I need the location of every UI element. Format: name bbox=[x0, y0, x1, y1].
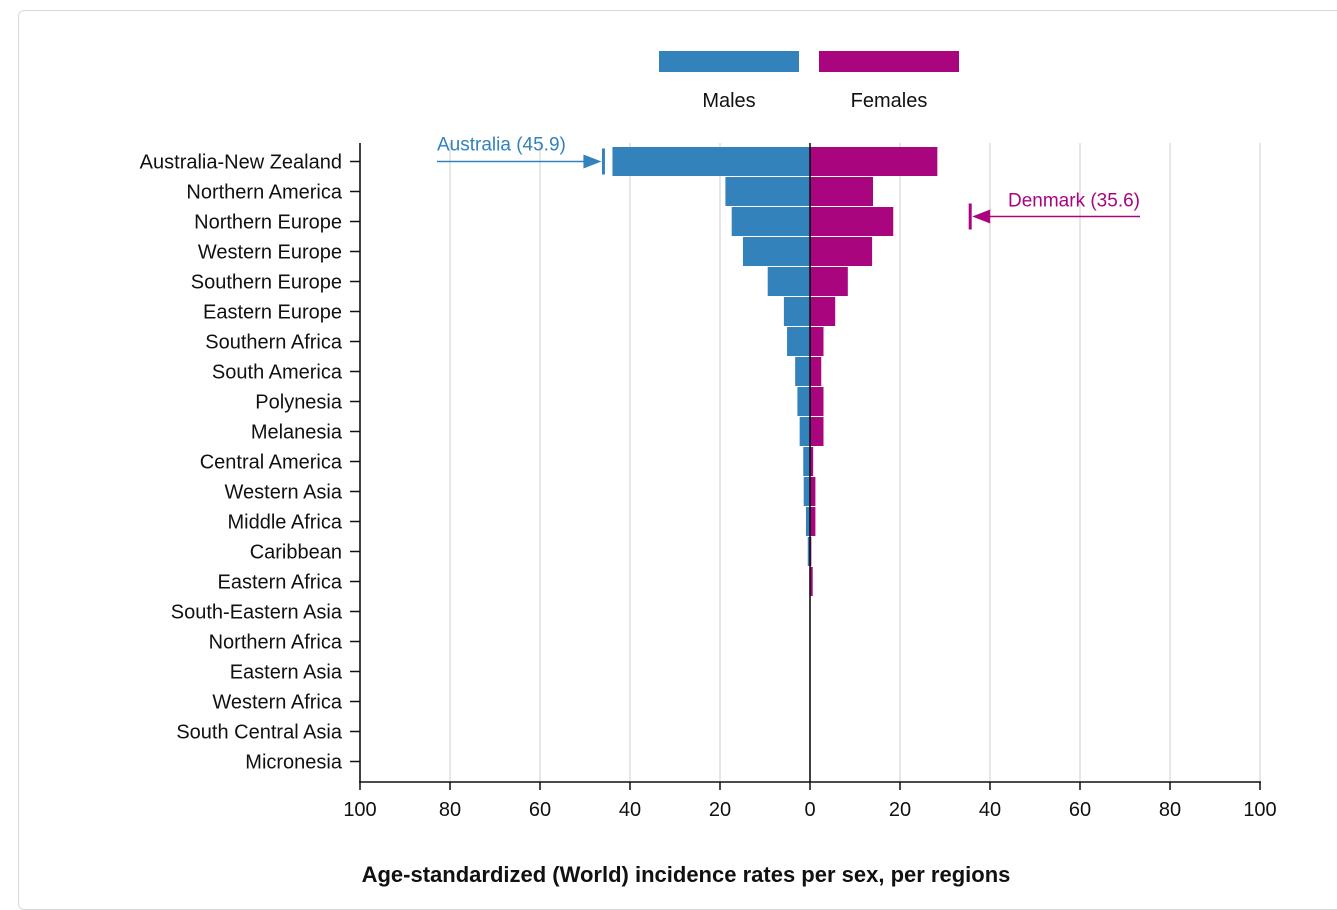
bar-males-south-america bbox=[795, 357, 810, 386]
bar-males-southern-africa bbox=[787, 327, 810, 356]
category-label-western-africa: Western Africa bbox=[212, 692, 343, 714]
bar-males-eastern-europe bbox=[783, 297, 810, 326]
category-label-northern-africa: Northern Africa bbox=[209, 632, 343, 654]
category-label-micronesia: Micronesia bbox=[245, 752, 343, 774]
bar-females-eastern-africa bbox=[810, 567, 813, 596]
x-tick-label-3: 40 bbox=[619, 799, 641, 821]
x-tick-label-0: 100 bbox=[343, 799, 376, 821]
category-label-western-europe: Western Europe bbox=[198, 242, 342, 264]
x-tick-label-9: 80 bbox=[1159, 799, 1181, 821]
y-tick-labels: Australia-New Zealand Northern America Nor… bbox=[140, 152, 343, 774]
annotation-denmark-arrowhead bbox=[972, 209, 991, 224]
bar-females-southern-africa bbox=[810, 327, 824, 356]
x-tick-labels: 100 80 60 40 20 0 20 40 60 80 100 bbox=[343, 799, 1276, 821]
category-label-northern-europe: Northern Europe bbox=[194, 212, 342, 234]
legend-label-females: Females bbox=[851, 90, 928, 112]
bar-males-middle-africa bbox=[805, 507, 810, 536]
bar-males-polynesia bbox=[797, 387, 810, 416]
category-label-eastern-europe: Eastern Europe bbox=[203, 302, 342, 324]
legend: Males Females bbox=[659, 51, 959, 112]
bar-females-eastern-europe bbox=[810, 297, 836, 326]
bar-males-northern-europe bbox=[731, 207, 810, 236]
category-label-southern-africa: Southern Africa bbox=[205, 332, 343, 354]
bar-females-northern-america bbox=[810, 177, 873, 206]
bar-males-caribbean bbox=[807, 537, 810, 566]
category-label-south-eastern-asia: South-Eastern Asia bbox=[171, 602, 343, 624]
x-tick-label-1: 80 bbox=[439, 799, 461, 821]
legend-label-males: Males bbox=[702, 90, 755, 112]
grid-lines bbox=[449, 143, 1261, 782]
bar-females-australia-new-zealand bbox=[810, 147, 938, 176]
category-label-southern-europe: Southern Europe bbox=[191, 272, 342, 294]
bar-females-polynesia bbox=[810, 387, 824, 416]
bar-males-central-america bbox=[803, 447, 810, 476]
category-label-eastern-asia: Eastern Asia bbox=[230, 662, 343, 684]
x-tick-label-6: 20 bbox=[889, 799, 911, 821]
category-label-western-asia: Western Asia bbox=[225, 482, 343, 504]
x-tick-label-2: 60 bbox=[529, 799, 551, 821]
category-label-south-central-asia: South Central Asia bbox=[176, 722, 343, 744]
bar-males-southern-europe bbox=[767, 267, 810, 296]
bar-males-western-asia bbox=[803, 477, 810, 506]
bar-males-western-europe bbox=[742, 237, 810, 266]
category-label-central-america: Central America bbox=[200, 452, 343, 474]
bar-females-western-europe bbox=[810, 237, 873, 266]
x-tick-label-10: 100 bbox=[1243, 799, 1276, 821]
bar-males-northern-america bbox=[725, 177, 810, 206]
category-label-polynesia: Polynesia bbox=[255, 392, 343, 414]
category-label-eastern-africa: Eastern Africa bbox=[217, 572, 342, 594]
bar-females-southern-europe bbox=[810, 267, 848, 296]
category-label-australia-new-zealand: Australia-New Zealand bbox=[140, 152, 342, 174]
bar-females-melanesia bbox=[810, 417, 824, 446]
bars bbox=[612, 147, 938, 596]
annotation-denmark-label: Denmark (35.6) bbox=[1008, 191, 1140, 212]
category-label-middle-africa: Middle Africa bbox=[228, 512, 343, 534]
annotation-australia-arrowhead bbox=[583, 154, 602, 169]
category-label-south-america: South America bbox=[212, 362, 343, 384]
bar-females-middle-africa bbox=[810, 507, 816, 536]
chart-title: Age-standardized (World) incidence rates… bbox=[362, 862, 1011, 887]
category-label-northern-america: Northern America bbox=[186, 182, 342, 204]
x-tick-label-4: 20 bbox=[709, 799, 731, 821]
annotations: Australia (45.9) Denmark (35.6) bbox=[437, 135, 1140, 230]
x-tick-label-7: 40 bbox=[979, 799, 1001, 821]
category-label-caribbean: Caribbean bbox=[250, 542, 342, 564]
x-tick-label-8: 60 bbox=[1069, 799, 1091, 821]
axes bbox=[350, 143, 1261, 790]
legend-swatch-males bbox=[659, 51, 799, 72]
annotation-australia-label: Australia (45.9) bbox=[437, 135, 566, 156]
bar-males-australia-new-zealand bbox=[612, 147, 810, 176]
bar-females-south-america bbox=[810, 357, 822, 386]
x-tick-label-5: 0 bbox=[804, 799, 815, 821]
bar-females-northern-europe bbox=[810, 207, 894, 236]
legend-swatch-females bbox=[819, 51, 959, 72]
bar-females-western-asia bbox=[810, 477, 816, 506]
bar-females-central-america bbox=[810, 447, 814, 476]
category-label-melanesia: Melanesia bbox=[251, 422, 343, 444]
bar-males-melanesia bbox=[799, 417, 810, 446]
